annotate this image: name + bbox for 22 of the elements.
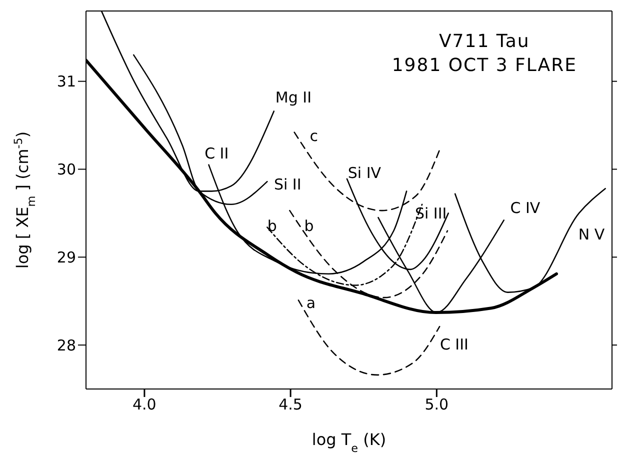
y-tick-label: 29 <box>56 248 76 266</box>
annotation: Si IV <box>348 164 382 182</box>
y-tick-label: 31 <box>56 72 76 91</box>
annotation: b <box>304 216 314 235</box>
text: 1981 OCT 3 FLARE <box>392 54 577 78</box>
annotation: b <box>267 216 277 235</box>
annotation: C III <box>440 335 468 354</box>
annotation: Si II <box>274 176 302 194</box>
annotation: a <box>306 294 316 312</box>
annotation: C IV <box>510 199 541 218</box>
annotation: C II <box>204 144 229 163</box>
y-tick-label: 28 <box>56 336 76 354</box>
x-tick-label: 4.0 <box>132 396 156 414</box>
annotation: N V <box>578 226 606 244</box>
x-axis-title: log T$_{e}$ (K) <box>312 430 386 454</box>
text: V711 Tau <box>438 30 531 54</box>
x-tick-label: 4.5 <box>278 396 302 414</box>
x-tick-label: 5.0 <box>424 396 449 414</box>
annotation: Mg II <box>275 88 312 106</box>
y-tick-label: 30 <box>56 160 76 179</box>
annotation: c <box>310 127 318 146</box>
line-series <box>298 300 440 376</box>
